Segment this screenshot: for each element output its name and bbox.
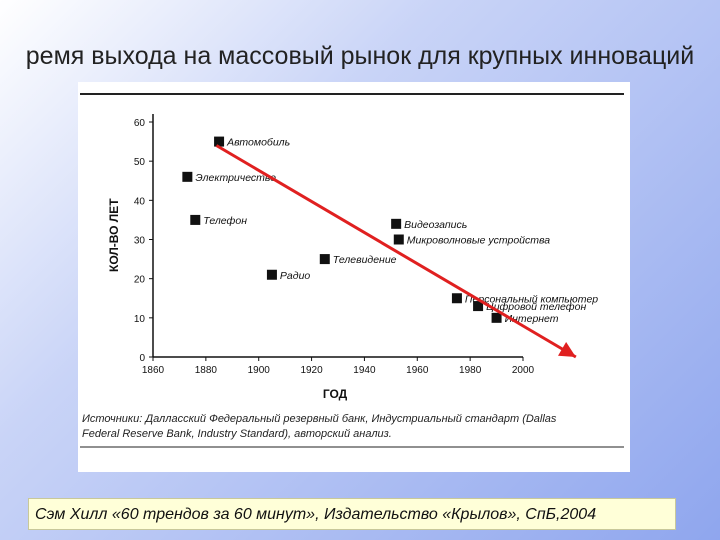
trend-arrow-head bbox=[558, 341, 576, 357]
data-points: Автомобиль Электричество Телефон Радио Телев… bbox=[182, 136, 598, 325]
x-tick-label: 1860 bbox=[142, 365, 165, 376]
axes bbox=[152, 114, 523, 358]
data-point bbox=[182, 171, 193, 182]
y-tick-label: 0 bbox=[139, 353, 145, 364]
y-tick-label: 40 bbox=[134, 196, 146, 207]
y-tick-label: 20 bbox=[134, 275, 146, 286]
point-label: Радио bbox=[280, 270, 310, 282]
point-label: Телефон bbox=[203, 215, 247, 227]
point-label: Цифровой телефон bbox=[486, 301, 586, 313]
point-label: Электричество bbox=[195, 172, 276, 184]
y-tick-label: 10 bbox=[134, 314, 146, 325]
x-tick-label: 1940 bbox=[353, 365, 376, 376]
chart-figure: КОЛ-ВО ЛЕТ ГОД 1860 1880 1900 1920 1940 1960 1… bbox=[78, 82, 630, 472]
data-point bbox=[393, 234, 404, 245]
data-point bbox=[266, 269, 277, 280]
trend-arrow-line bbox=[215, 144, 577, 359]
point-label: Микроволновые устройства bbox=[407, 235, 550, 247]
x-tick-label: 1880 bbox=[195, 365, 218, 376]
trend-arrow bbox=[215, 144, 577, 359]
x-tick-label: 1900 bbox=[248, 365, 271, 376]
chart-svg: КОЛ-ВО ЛЕТ ГОД 1860 1880 1900 1920 1940 1960 1… bbox=[80, 93, 624, 448]
source-line-1: Источники: Далласский Федеральный резерв… bbox=[82, 413, 557, 425]
y-tick-label: 50 bbox=[134, 157, 146, 168]
data-point bbox=[319, 254, 330, 265]
x-axis-label: ГОД bbox=[323, 387, 348, 401]
point-label: Видеозапись bbox=[404, 219, 467, 231]
source-note: Источники: Далласский Федеральный резерв… bbox=[82, 412, 622, 442]
ticks: 1860 1880 1900 1920 1940 1960 1980 2000 0 10 20 30 4… bbox=[134, 118, 535, 376]
data-point bbox=[214, 136, 225, 147]
y-axis-label: КОЛ-ВО ЛЕТ bbox=[107, 198, 121, 272]
point-label: Персональный компьютер bbox=[465, 293, 598, 305]
data-point bbox=[473, 301, 484, 312]
slide-title: ремя выхода на массовый рынок для крупны… bbox=[25, 42, 695, 70]
y-tick-label: 60 bbox=[134, 118, 146, 129]
x-tick-label: 1980 bbox=[459, 365, 482, 376]
data-point bbox=[190, 214, 201, 225]
data-point bbox=[391, 218, 402, 229]
y-tick-label: 30 bbox=[134, 236, 146, 247]
point-label: Автомобиль bbox=[226, 137, 290, 149]
point-label: Телевидение bbox=[333, 254, 397, 266]
x-tick-label: 2000 bbox=[512, 365, 535, 376]
citation-box: Сэм Хилл «60 трендов за 60 минут», Издат… bbox=[28, 498, 676, 530]
data-point bbox=[491, 312, 502, 323]
x-tick-label: 1920 bbox=[300, 365, 323, 376]
source-line-2: Federal Reserve Bank, Industry Standard)… bbox=[82, 428, 392, 440]
data-point bbox=[451, 293, 462, 304]
x-tick-label: 1960 bbox=[406, 365, 429, 376]
